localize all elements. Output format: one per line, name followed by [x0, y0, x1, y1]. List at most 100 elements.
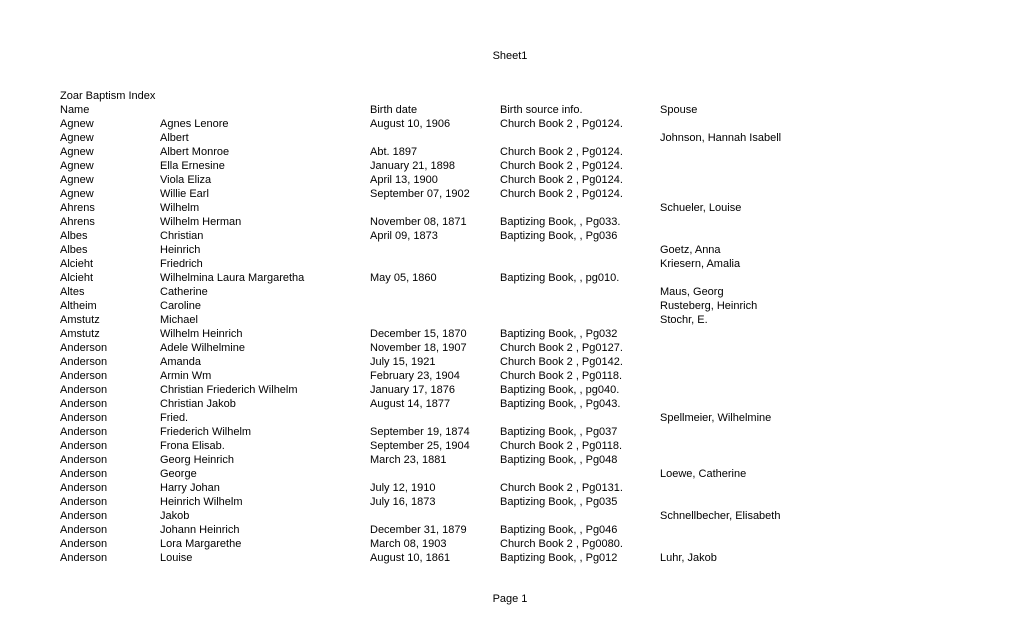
- cell-spouse: [660, 453, 960, 467]
- cell-spouse: [660, 341, 960, 355]
- cell-spouse: [660, 369, 960, 383]
- cell-birth-source: [500, 313, 660, 327]
- table-row: AgnewAgnes LenoreAugust 10, 1906Church B…: [60, 117, 960, 131]
- cell-given-name: Louise: [160, 551, 370, 565]
- cell-spouse: Spellmeier, Wilhelmine: [660, 411, 960, 425]
- cell-given-name: Fried.: [160, 411, 370, 425]
- cell-given-name: Christian Jakob: [160, 397, 370, 411]
- cell-birth-date: [370, 467, 500, 481]
- cell-surname: Anderson: [60, 509, 160, 523]
- cell-birth-source: [500, 509, 660, 523]
- cell-birth-source: Baptizing Book, , pg010.: [500, 271, 660, 285]
- cell-birth-source: Church Book 2 , Pg0124.: [500, 159, 660, 173]
- cell-birth-date: December 15, 1870: [370, 327, 500, 341]
- cell-birth-date: [370, 131, 500, 145]
- cell-birth-date: September 19, 1874: [370, 425, 500, 439]
- cell-given-name: Willie Earl: [160, 187, 370, 201]
- table-row: AndersonLora MargaretheMarch 08, 1903Chu…: [60, 537, 960, 551]
- table-row: AgnewAlbertJohnson, Hannah Isabell: [60, 131, 960, 145]
- table-row: AndersonGeorgeLoewe, Catherine: [60, 467, 960, 481]
- cell-spouse: Johnson, Hannah Isabell: [660, 131, 960, 145]
- cell-birth-source: Baptizing Book, , Pg048: [500, 453, 660, 467]
- cell-surname: Anderson: [60, 341, 160, 355]
- table-row: AndersonFriederich WilhelmSeptember 19, …: [60, 425, 960, 439]
- table-row: AndersonChristian JakobAugust 14, 1877Ba…: [60, 397, 960, 411]
- cell-birth-source: [500, 285, 660, 299]
- cell-spouse: Maus, Georg: [660, 285, 960, 299]
- cell-spouse: [660, 383, 960, 397]
- cell-birth-date: September 07, 1902: [370, 187, 500, 201]
- cell-birth-source: Baptizing Book, , Pg035: [500, 495, 660, 509]
- cell-surname: Albes: [60, 243, 160, 257]
- cell-spouse: [660, 523, 960, 537]
- table-row: AndersonJakob Schnellbecher, Elisabeth: [60, 509, 960, 523]
- cell-spouse: [660, 439, 960, 453]
- cell-surname: Anderson: [60, 369, 160, 383]
- cell-surname: Anderson: [60, 425, 160, 439]
- table-row: AltheimCarolineRusteberg, Heinrich: [60, 299, 960, 313]
- header-name: Name: [60, 103, 160, 117]
- cell-given-name: Ella Ernesine: [160, 159, 370, 173]
- cell-spouse: Loewe, Catherine: [660, 467, 960, 481]
- cell-given-name: Armin Wm: [160, 369, 370, 383]
- cell-given-name: Heinrich Wilhelm: [160, 495, 370, 509]
- table-row: AmstutzMichaelStochr, E.: [60, 313, 960, 327]
- cell-birth-date: November 08, 1871: [370, 215, 500, 229]
- cell-birth-source: [500, 131, 660, 145]
- page-footer: Page 1: [60, 593, 960, 605]
- cell-birth-date: [370, 299, 500, 313]
- cell-surname: Amstutz: [60, 313, 160, 327]
- cell-birth-source: Church Book 2 , Pg0131.: [500, 481, 660, 495]
- cell-given-name: Viola Eliza: [160, 173, 370, 187]
- cell-birth-date: [370, 201, 500, 215]
- table-row: AgnewElla ErnesineJanuary 21, 1898Church…: [60, 159, 960, 173]
- cell-spouse: Rusteberg, Heinrich: [660, 299, 960, 313]
- cell-surname: Ahrens: [60, 201, 160, 215]
- cell-surname: Anderson: [60, 439, 160, 453]
- cell-spouse: [660, 159, 960, 173]
- table-row: AlbesHeinrichGoetz, Anna: [60, 243, 960, 257]
- cell-spouse: [660, 397, 960, 411]
- cell-spouse: [660, 187, 960, 201]
- cell-birth-date: April 09, 1873: [370, 229, 500, 243]
- cell-surname: Alcieht: [60, 257, 160, 271]
- cell-birth-date: January 21, 1898: [370, 159, 500, 173]
- cell-surname: Anderson: [60, 495, 160, 509]
- cell-birth-source: [500, 257, 660, 271]
- cell-birth-source: [500, 243, 660, 257]
- cell-given-name: Christian: [160, 229, 370, 243]
- cell-birth-date: Abt. 1897: [370, 145, 500, 159]
- cell-surname: Anderson: [60, 453, 160, 467]
- cell-birth-date: July 16, 1873: [370, 495, 500, 509]
- cell-given-name: Lora Margarethe: [160, 537, 370, 551]
- table-row: AlciehtFriedrichKriesern, Amalia: [60, 257, 960, 271]
- cell-given-name: Agnes Lenore: [160, 117, 370, 131]
- cell-birth-source: [500, 411, 660, 425]
- table-row: AndersonHarry JohanJuly 12, 1910Church B…: [60, 481, 960, 495]
- cell-surname: Altheim: [60, 299, 160, 313]
- cell-spouse: [660, 145, 960, 159]
- table-row: AndersonHeinrich WilhelmJuly 16, 1873Bap…: [60, 495, 960, 509]
- header-birth-source: Birth source info.: [500, 103, 660, 117]
- cell-spouse: Kriesern, Amalia: [660, 257, 960, 271]
- cell-birth-date: [370, 411, 500, 425]
- cell-birth-source: Baptizing Book, , Pg037: [500, 425, 660, 439]
- table-row: AndersonGeorg HeinrichMarch 23, 1881Bapt…: [60, 453, 960, 467]
- index-title: Zoar Baptism Index: [60, 90, 960, 102]
- cell-birth-date: August 10, 1861: [370, 551, 500, 565]
- table-row: AndersonFried.Spellmeier, Wilhelmine: [60, 411, 960, 425]
- table-row: AhrensWilhelm HermanNovember 08, 1871Bap…: [60, 215, 960, 229]
- cell-birth-date: April 13, 1900: [370, 173, 500, 187]
- cell-birth-source: Church Book 2 , Pg0142.: [500, 355, 660, 369]
- cell-birth-date: December 31, 1879: [370, 523, 500, 537]
- cell-surname: Agnew: [60, 187, 160, 201]
- cell-birth-source: Baptizing Book, , Pg036: [500, 229, 660, 243]
- cell-birth-date: November 18, 1907: [370, 341, 500, 355]
- cell-birth-date: March 08, 1903: [370, 537, 500, 551]
- cell-given-name: Jakob: [160, 509, 370, 523]
- cell-spouse: Schnellbecher, Elisabeth: [660, 509, 960, 523]
- cell-spouse: [660, 355, 960, 369]
- cell-birth-source: Church Book 2 , Pg0127.: [500, 341, 660, 355]
- cell-surname: Albes: [60, 229, 160, 243]
- table-row: AgnewViola ElizaApril 13, 1900Church Boo…: [60, 173, 960, 187]
